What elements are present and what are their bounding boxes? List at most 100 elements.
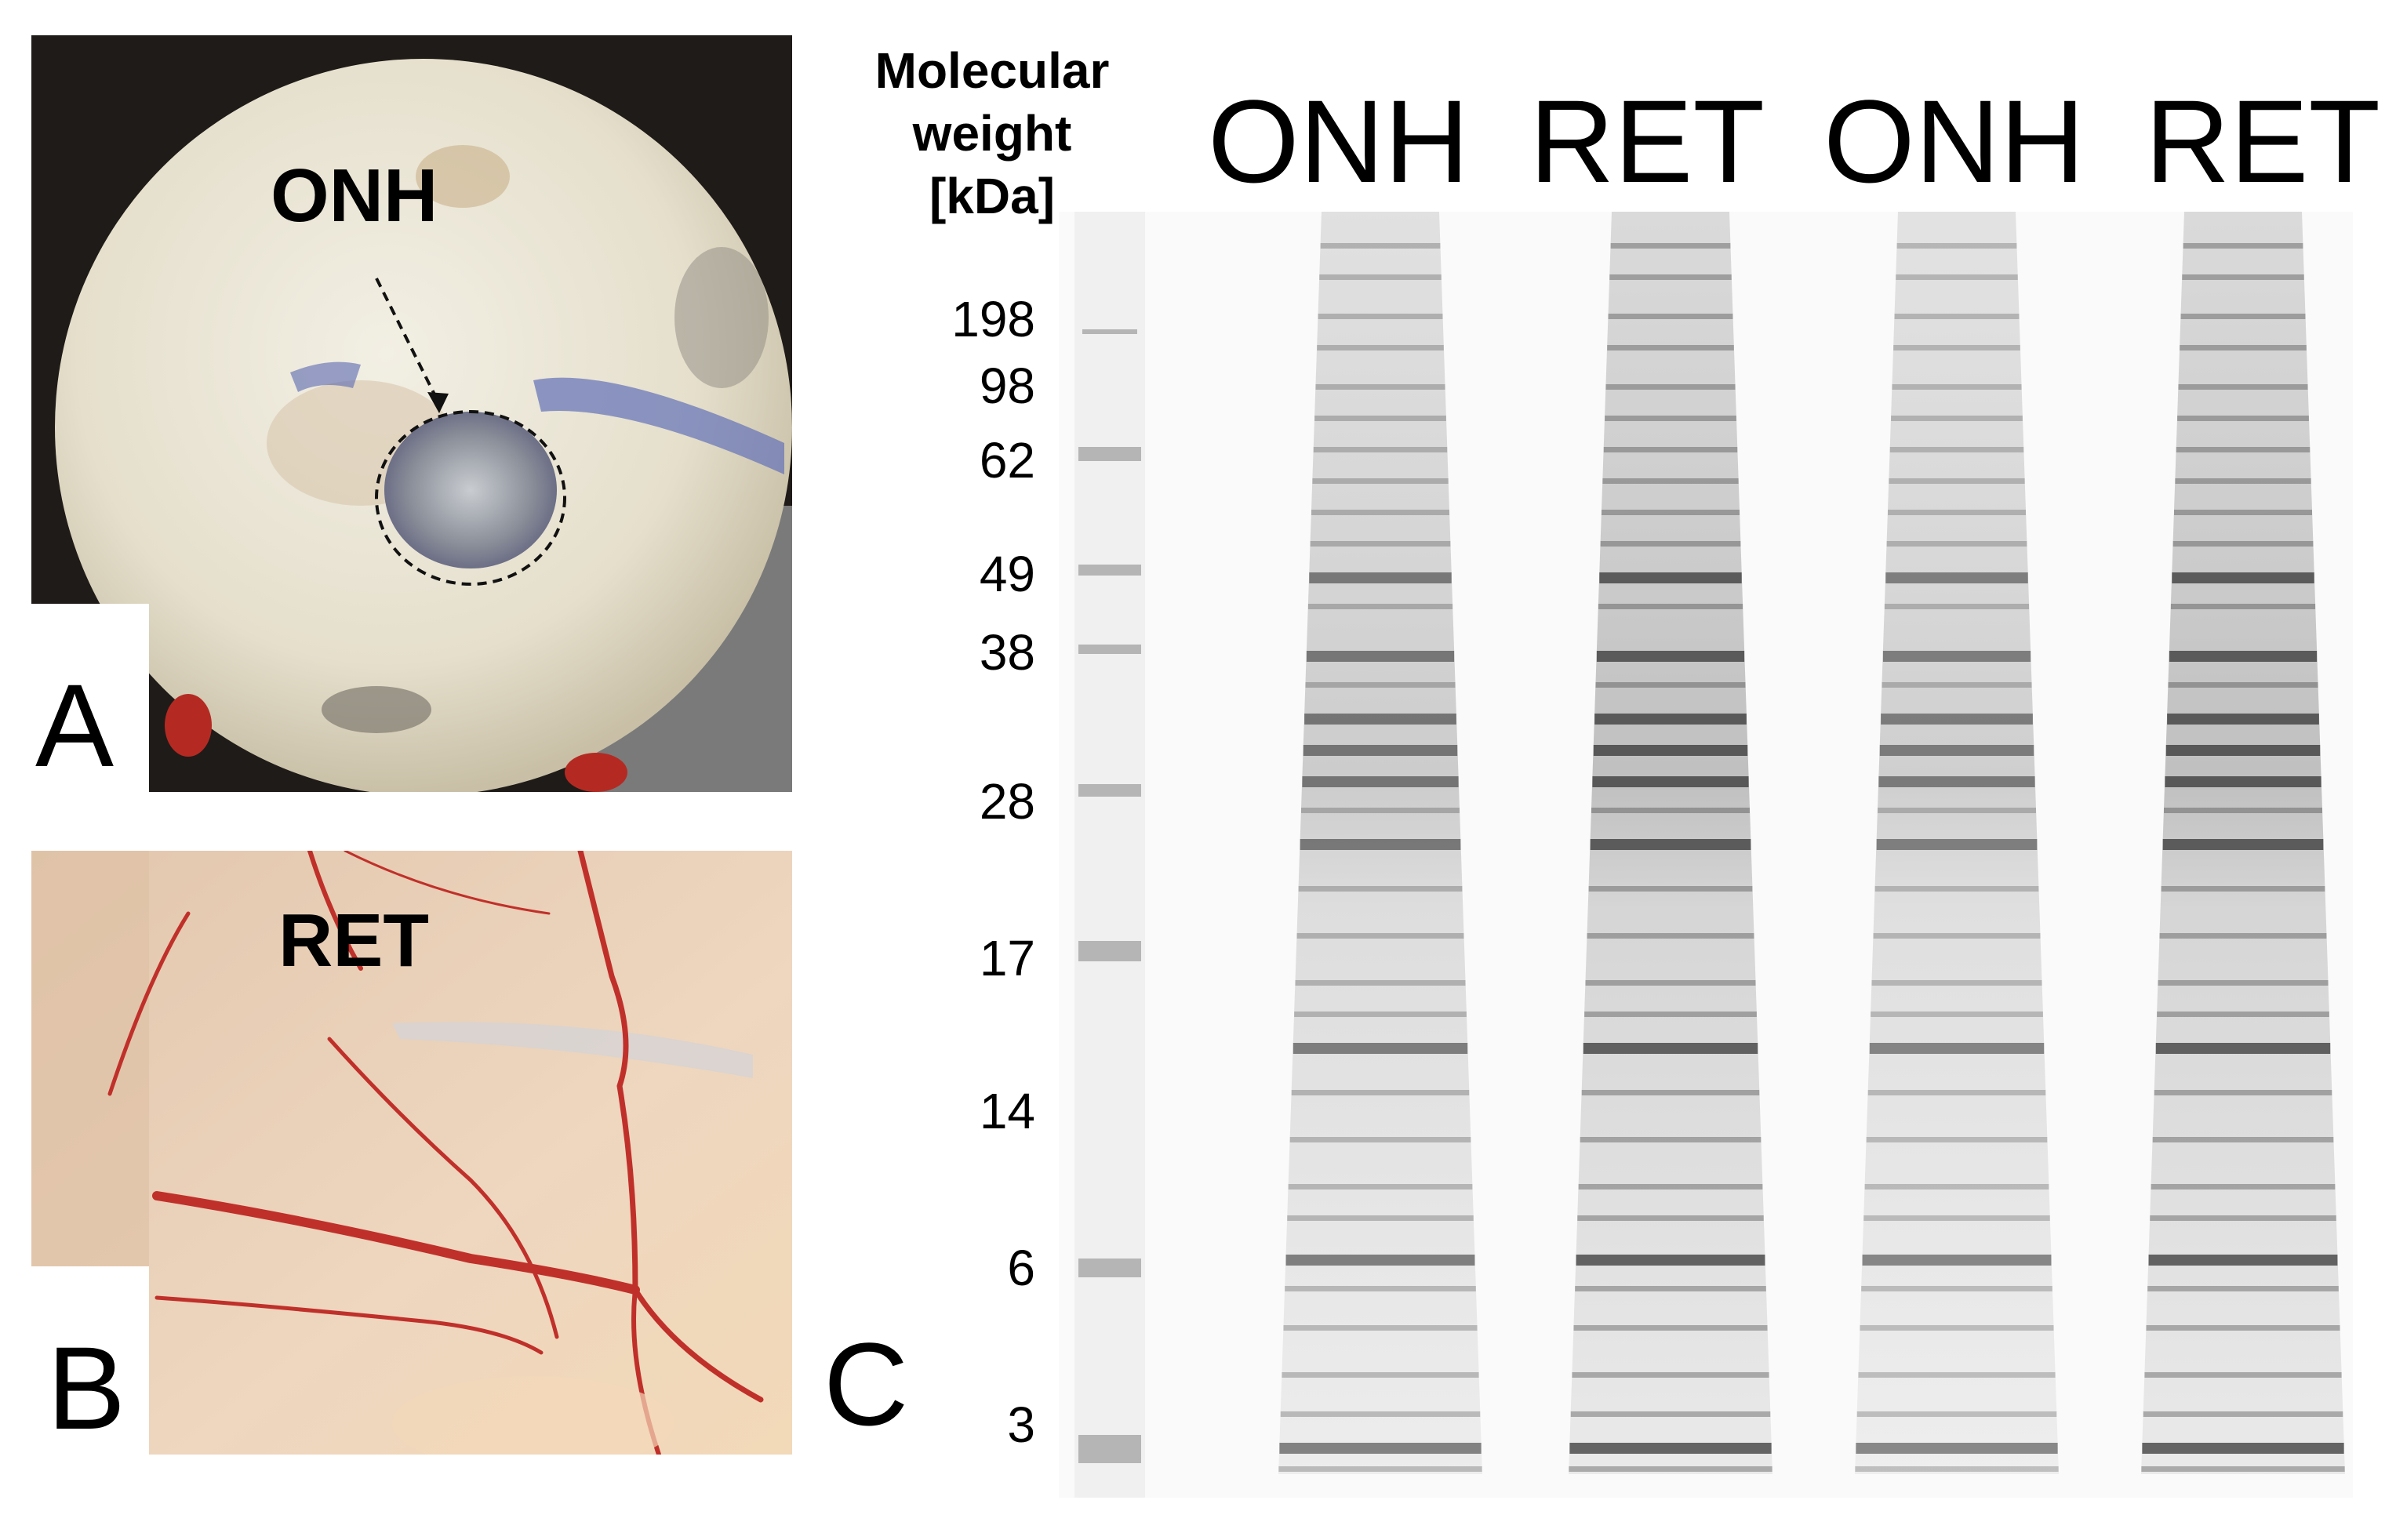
gel-band [1313,447,1448,452]
gel-band [1892,384,2022,390]
gel-band [1863,1215,2050,1221]
gel-band [2178,384,2308,390]
gel-band [1610,243,1731,249]
gel-band [1896,274,2018,280]
gel-band [1293,1043,1468,1054]
gel-band [1876,839,2038,850]
panel-b-photo [31,851,792,1455]
gel-band [1889,447,2024,452]
gel-band [1591,808,1750,813]
gel-band [1888,510,2026,515]
gel-band [2142,1443,2344,1454]
gel-band [1311,510,1449,515]
gel-band [1609,274,1732,280]
gel-band [1569,1466,1772,1472]
gel-band [1285,1255,1475,1266]
gel-band [1578,1184,1763,1190]
gel-lane-3 [1855,212,2059,1474]
gel-band [1860,1325,2054,1331]
gel-band [2158,980,2329,986]
marker-label: 98 [979,358,1035,414]
gel-band [2165,776,2321,787]
gel-band [1594,714,1747,725]
gel-band [1896,243,2017,249]
gel-band [1289,1137,1471,1142]
gel-band [1600,541,1741,547]
gel-band [1304,714,1456,725]
mw-title-line-3: [kDa] [929,168,1056,224]
sample-lanes [1278,212,2345,1474]
gel-band [1314,416,1446,421]
onh-dashed-circle [375,410,566,586]
optic-nerve-head-photo [31,35,792,792]
marker-label: 6 [1007,1240,1035,1296]
gel-band [1593,745,1748,756]
gel-band [2146,1325,2340,1331]
gel-band [1874,886,2039,892]
lane-heading-1: ONH [1208,75,1470,207]
gel-band [1861,1286,2052,1291]
marker-label: 49 [979,546,1035,602]
gel-band [2167,714,2319,725]
gel-band [1595,682,1746,688]
gel-band [2172,572,2314,583]
gel-band [2150,1215,2336,1221]
gel-band [1280,1411,1481,1417]
onh-photo-label: ONH [271,154,438,238]
gel-band [2141,1466,2345,1472]
gel-band [2176,447,2311,452]
gel-band [1581,1090,1760,1095]
gel-band [1893,345,2020,350]
gel-band [1303,745,1458,756]
gel-band [1301,808,1460,813]
marker-label: 28 [979,773,1035,830]
gel-band [1858,1372,2056,1378]
gel-lane-4 [2141,212,2345,1474]
panel-c-letter: C [824,1318,909,1450]
gel-band [1317,345,1444,350]
sds-gel [1059,212,2353,1498]
gel-band [2169,651,2318,662]
gel-band [1867,1090,2046,1095]
gel-band [1882,651,2031,662]
gel-band [1295,980,1466,986]
gel-band [1319,274,1442,280]
gel-band [1279,1443,1482,1454]
gel-band [1282,1372,1479,1378]
gel-band [2152,1137,2334,1142]
retina-photo [31,851,792,1455]
gel-band [1878,808,2036,813]
gel-band [1572,1372,1769,1378]
gel-band [1873,933,2041,939]
gel-band [2147,1286,2339,1291]
gel-band [1878,776,2035,787]
marker-label: 17 [979,930,1035,986]
gel-band [1569,1443,1772,1454]
gel-band [1309,572,1452,583]
gel-band [1573,1325,1768,1331]
gel-band [1294,1012,1467,1017]
gel-band [1288,1184,1473,1190]
gel-band [2159,933,2327,939]
gel-band [1584,1012,1757,1017]
gel-band [1583,1043,1758,1054]
gel-band [2151,1184,2336,1190]
gel-lane-2 [1569,212,1772,1474]
gel-band [1590,839,1751,850]
gel-band [1585,980,1756,986]
marker-label: 62 [979,432,1035,489]
gel-band [2182,274,2304,280]
gel-band [1315,384,1445,390]
gel-band [2165,745,2321,756]
gel-band [2157,1012,2329,1017]
gel-band [1599,572,1742,583]
gel-band [2174,510,2312,515]
gel-band [2172,541,2314,547]
gel-band [1598,604,1743,609]
gel-band [1570,1411,1771,1417]
gel-band [2148,1255,2338,1266]
gel-band [2168,682,2318,688]
gel-band [1580,1137,1762,1142]
gel-band [1871,980,2042,986]
gel-band [1305,682,1456,688]
